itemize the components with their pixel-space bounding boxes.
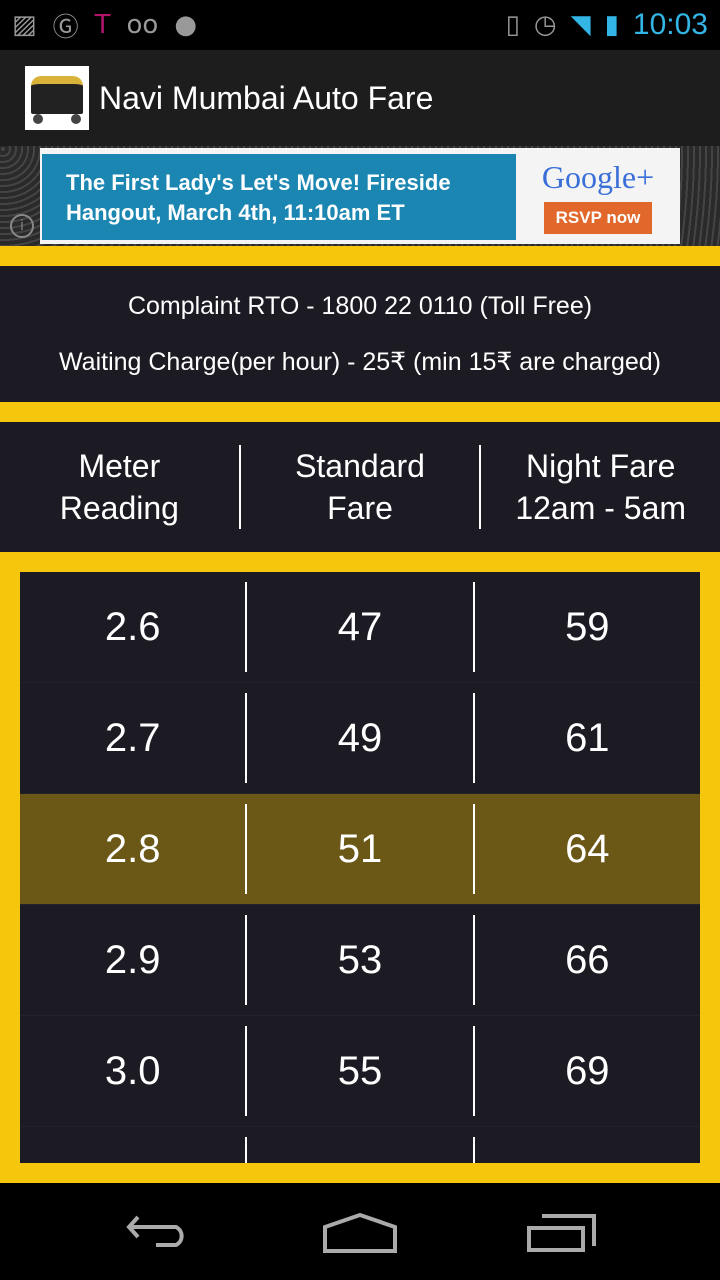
table-row[interactable]: 3.0 55 69 xyxy=(20,1016,700,1127)
night-fare-cell xyxy=(472,1137,700,1163)
fare-table[interactable]: 2.6 47 59 2.7 49 61 2.8 51 64 2.9 53 66 3.0 55 69 xyxy=(20,572,700,1163)
meter-reading-cell: 2.9 xyxy=(104,938,161,982)
meter-reading-cell: 2.7 xyxy=(104,716,161,760)
recent-apps-icon[interactable] xyxy=(526,1213,598,1253)
back-icon[interactable] xyxy=(126,1213,194,1249)
divider xyxy=(0,402,720,422)
alarm-icon: ◷ xyxy=(533,10,557,40)
voicemail-icon: oo xyxy=(126,10,159,40)
home-icon[interactable] xyxy=(322,1213,398,1253)
standard-fare-cell: 47 xyxy=(245,582,472,672)
standard-fare-cell: 55 xyxy=(245,1026,472,1116)
google-voice-icon: Ⓖ xyxy=(52,12,79,43)
table-row[interactable]: 2.8 51 64 xyxy=(20,794,700,905)
table-header: Meter Reading Standard Fare Night Fare 12am… xyxy=(0,422,720,552)
night-fare-cell: 61 xyxy=(472,693,700,783)
night-fare-cell: 66 xyxy=(472,915,700,1005)
ad-brand: Google+ xyxy=(541,158,655,195)
t-mobile-icon: T xyxy=(94,10,111,40)
app-title: Navi Mumbai Auto Fare xyxy=(99,79,434,116)
navigation-bar xyxy=(0,1183,720,1280)
ad-line2: Hangout, March 4th, 11:10am ET xyxy=(66,200,405,225)
complaint-text: Complaint RTO - 1800 22 0110 (Toll Free) xyxy=(127,291,593,320)
standard-fare-cell xyxy=(245,1137,472,1163)
clock: 10:03 xyxy=(632,8,708,41)
wifi-icon: ◥ xyxy=(570,10,591,40)
ad-cta-button[interactable]: RSVP now xyxy=(543,201,653,234)
table-row[interactable]: 2.6 47 59 xyxy=(20,572,700,683)
standard-fare-cell: 49 xyxy=(245,693,472,783)
standard-fare-cell: 53 xyxy=(245,915,472,1005)
battery-charging-icon: ▮ xyxy=(604,10,619,40)
android-icon: ● xyxy=(174,10,197,40)
table-row[interactable] xyxy=(20,1127,700,1163)
ad-info-icon[interactable]: i xyxy=(10,214,34,238)
header-meter-reading: Meter Reading xyxy=(59,448,179,526)
meter-reading-cell: 3.0 xyxy=(104,1049,161,1093)
meter-reading-cell: 2.8 xyxy=(104,827,161,871)
ad-banner[interactable]: i The First Lady's Let's Move! Fireside H… xyxy=(0,146,720,246)
table-row[interactable]: 2.7 49 61 xyxy=(20,683,700,794)
night-fare-cell: 59 xyxy=(472,582,700,672)
ad-line1: The First Lady's Let's Move! Fireside xyxy=(66,170,451,195)
night-fare-cell: 69 xyxy=(472,1026,700,1116)
meter-reading-cell: 2.6 xyxy=(104,605,161,649)
meter-reading-cell xyxy=(20,1137,245,1163)
app-logo-icon[interactable] xyxy=(25,66,89,130)
night-fare-cell: 64 xyxy=(472,804,700,894)
vibrate-icon: ▯ xyxy=(505,10,520,40)
waiting-charge-text: Waiting Charge(per hour) - 25₹ (min 15₹ … xyxy=(59,347,661,376)
ad-content[interactable]: The First Lady's Let's Move! Fireside Han… xyxy=(40,148,680,244)
image-icon: ▨ xyxy=(12,10,37,40)
table-row[interactable]: 2.9 53 66 xyxy=(20,905,700,1016)
divider xyxy=(0,246,720,266)
header-standard-fare: Standard Fare xyxy=(238,445,480,529)
standard-fare-cell: 51 xyxy=(245,804,472,894)
status-bar: ▨ Ⓖ T oo ● ▯ ◷ ◥ ▮ 10:03 xyxy=(0,0,720,50)
info-panel: Complaint RTO - 1800 22 0110 (Toll Free)… xyxy=(0,266,720,402)
header-night-fare: Night Fare 12am - 5am xyxy=(479,445,720,529)
action-bar: Navi Mumbai Auto Fare xyxy=(0,50,720,146)
